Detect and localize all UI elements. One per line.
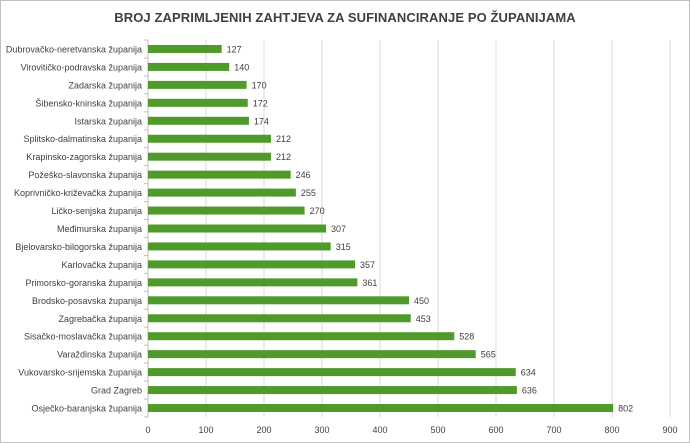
data-label: 315 bbox=[336, 242, 351, 252]
x-tick-label: 500 bbox=[430, 425, 445, 435]
bar bbox=[148, 260, 356, 269]
bar bbox=[148, 80, 247, 89]
category-label: Ličko-senjska županija bbox=[51, 206, 142, 216]
bar bbox=[148, 404, 614, 413]
x-tick-label: 100 bbox=[198, 425, 213, 435]
category-label: Grad Zagreb bbox=[91, 386, 142, 396]
data-label: 802 bbox=[618, 404, 633, 414]
data-label: 450 bbox=[414, 296, 429, 306]
category-label: Sisačko-moslavačka županija bbox=[24, 332, 142, 342]
bar bbox=[148, 44, 222, 53]
bar bbox=[148, 206, 305, 215]
data-label: 212 bbox=[276, 152, 291, 162]
category-label: Virovitičko-podravska županija bbox=[21, 62, 142, 72]
bar bbox=[148, 332, 455, 341]
category-label: Međimurska županija bbox=[57, 224, 142, 234]
bar bbox=[148, 188, 296, 197]
category-label: Požeško-slavonska županija bbox=[28, 170, 142, 180]
bar bbox=[148, 170, 291, 179]
bar bbox=[148, 278, 358, 287]
x-tick-label: 900 bbox=[662, 425, 677, 435]
x-tick-label: 400 bbox=[372, 425, 387, 435]
category-label: Krapinsko-zagorska županija bbox=[26, 152, 142, 162]
category-label: Zagrebačka županija bbox=[58, 314, 142, 324]
data-label: 172 bbox=[253, 98, 268, 108]
data-label: 307 bbox=[331, 224, 346, 234]
category-label: Bjelovarsko-bilogorska županija bbox=[15, 242, 142, 252]
category-label: Dubrovačko-neretvanska županija bbox=[6, 44, 142, 54]
bar bbox=[148, 116, 249, 125]
category-label: Karlovačka županija bbox=[61, 260, 142, 270]
data-label: 170 bbox=[252, 80, 267, 90]
data-label: 634 bbox=[521, 368, 536, 378]
data-label: 255 bbox=[301, 188, 316, 198]
category-label: Zadarska županija bbox=[68, 80, 142, 90]
bar bbox=[148, 224, 327, 233]
data-label: 212 bbox=[276, 134, 291, 144]
data-label: 246 bbox=[296, 170, 311, 180]
bar bbox=[148, 350, 476, 359]
category-label: Istarska županija bbox=[74, 116, 142, 126]
category-label: Koprivničko-križevačka županija bbox=[14, 188, 142, 198]
category-label: Brodsko-posavska županija bbox=[32, 296, 142, 306]
data-label: 636 bbox=[522, 386, 537, 396]
category-label: Vukovarsko-srijemska županija bbox=[18, 368, 142, 378]
bar bbox=[148, 98, 248, 107]
data-label: 270 bbox=[310, 206, 325, 216]
x-tick-label: 300 bbox=[314, 425, 329, 435]
category-label: Varaždinska županija bbox=[57, 350, 142, 360]
x-tick-label: 200 bbox=[256, 425, 271, 435]
category-label: Šibensko-kninska županija bbox=[35, 98, 142, 108]
bar bbox=[148, 296, 409, 305]
data-label: 357 bbox=[360, 260, 375, 270]
data-label: 127 bbox=[227, 44, 242, 54]
category-label: Osječko-baranjska županija bbox=[31, 404, 142, 414]
data-label: 140 bbox=[234, 62, 249, 72]
data-label: 174 bbox=[254, 116, 269, 126]
category-label: Primorsko-goranska županija bbox=[25, 278, 142, 288]
data-label: 361 bbox=[362, 278, 377, 288]
x-tick-label: 600 bbox=[488, 425, 503, 435]
chart-title: BROJ ZAPRIMLJENIH ZAHTJEVA ZA SUFINANCIR… bbox=[114, 10, 576, 25]
data-label: 453 bbox=[416, 314, 431, 324]
x-tick-label: 800 bbox=[604, 425, 619, 435]
bar bbox=[148, 368, 516, 377]
category-label: Splitsko-dalmatinska županija bbox=[23, 134, 142, 144]
bar bbox=[148, 386, 517, 395]
bar bbox=[148, 314, 411, 323]
data-label: 565 bbox=[481, 350, 496, 360]
bar bbox=[148, 134, 271, 143]
data-label: 528 bbox=[459, 332, 474, 342]
x-tick-label: 0 bbox=[145, 425, 150, 435]
x-tick-label: 700 bbox=[546, 425, 561, 435]
bar bbox=[148, 152, 271, 161]
bar bbox=[148, 242, 331, 251]
bar bbox=[148, 62, 230, 71]
